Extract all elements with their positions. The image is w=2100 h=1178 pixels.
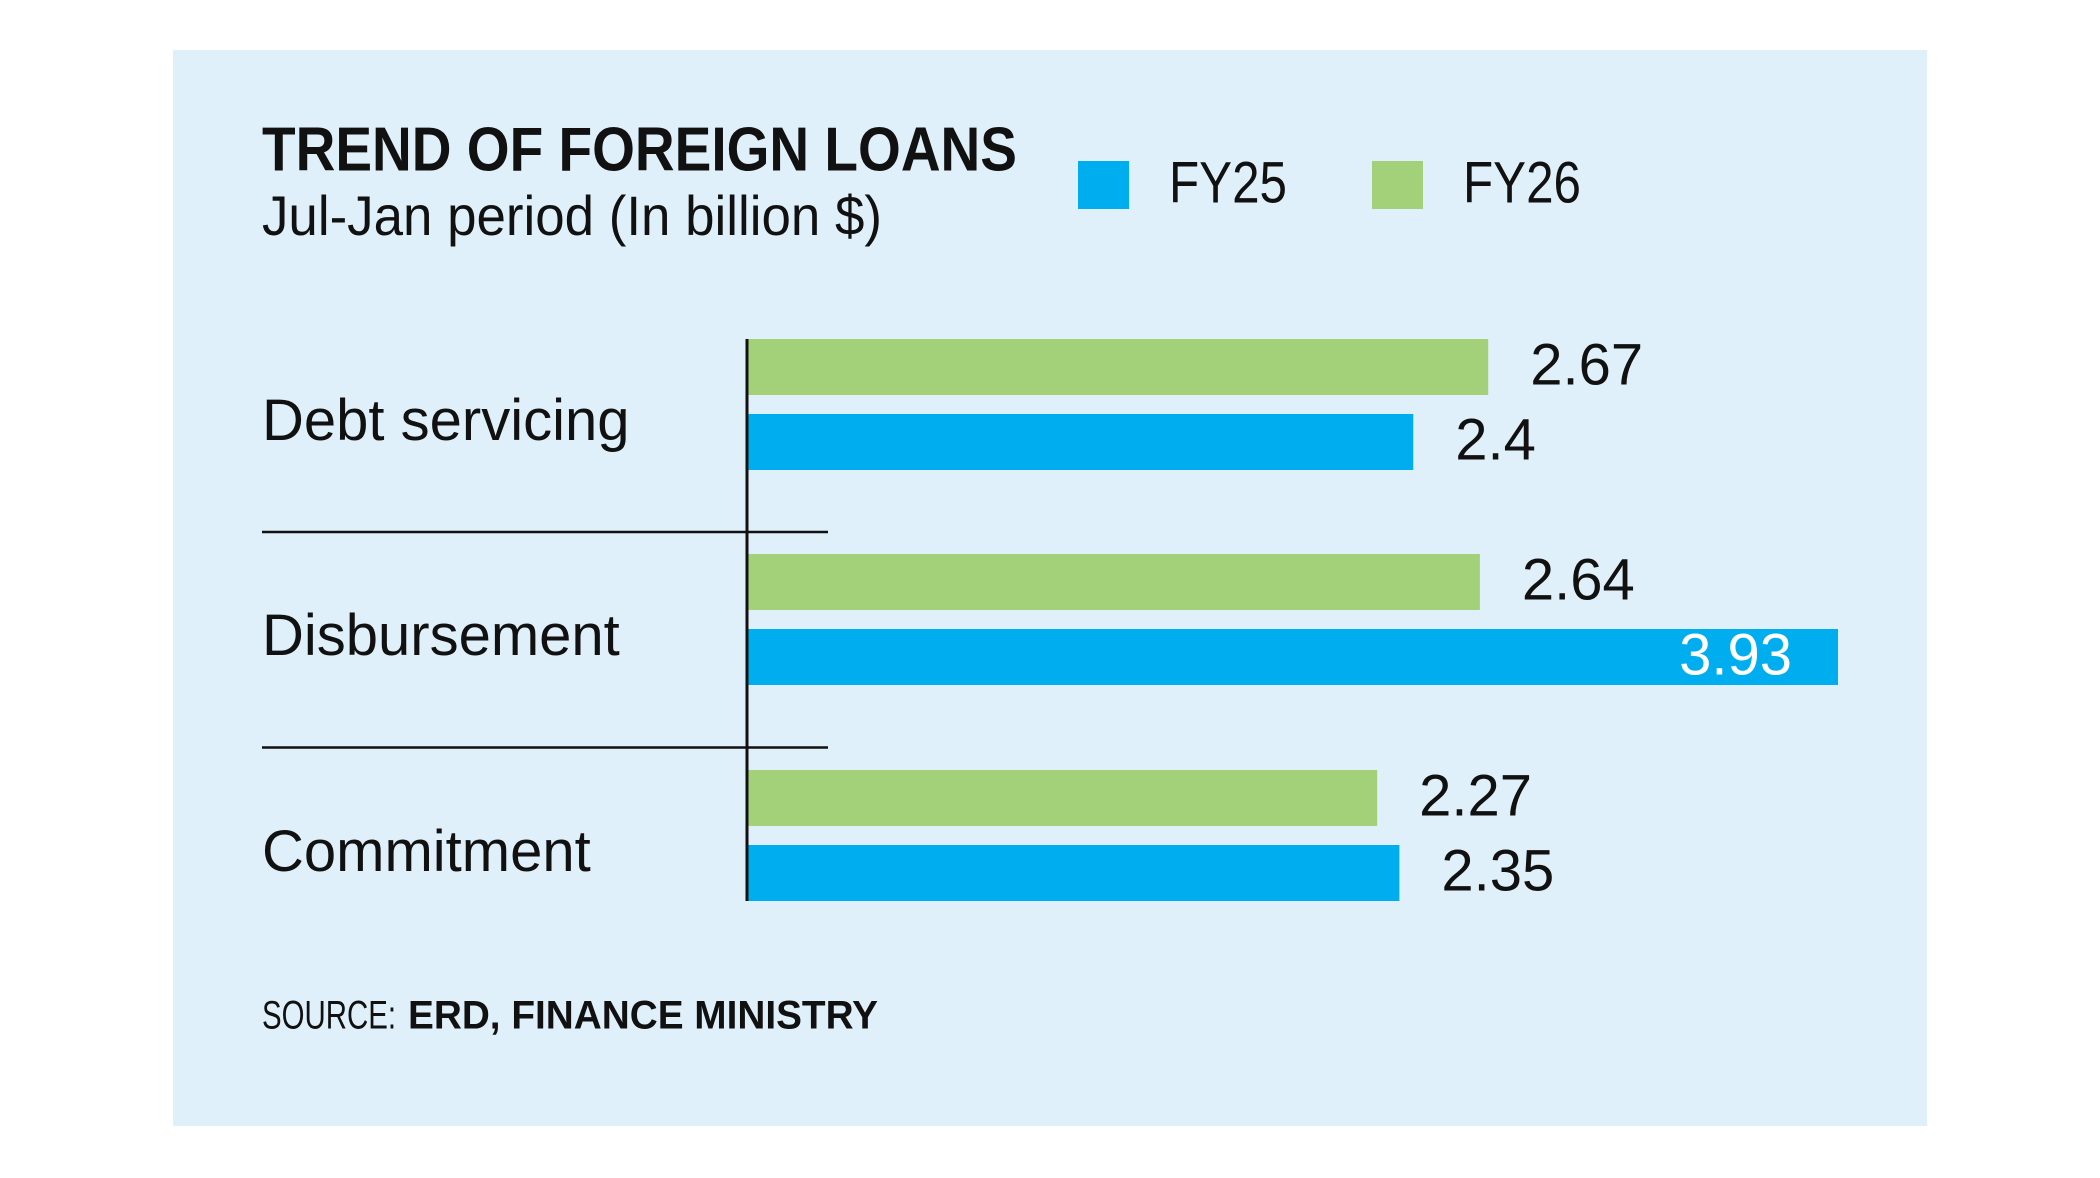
bar xyxy=(747,845,1400,901)
value-label: 2.64 xyxy=(1522,547,1635,612)
legend-label: FY25 xyxy=(1169,150,1287,215)
bar xyxy=(747,339,1489,395)
legend-swatch xyxy=(1078,161,1129,209)
chart-title: TREND OF FOREIGN LOANS xyxy=(262,115,1017,184)
value-label: 3.93 xyxy=(1679,622,1792,687)
category-label: Debt servicing xyxy=(262,388,629,453)
bar xyxy=(747,414,1414,470)
bar xyxy=(747,770,1378,826)
bar xyxy=(747,629,1838,685)
source-label: SOURCE: xyxy=(262,994,396,1038)
legend-label: FY26 xyxy=(1463,150,1581,215)
category-label: Disbursement xyxy=(262,603,620,668)
chart-subtitle: Jul-Jan period (In billion $) xyxy=(262,184,882,247)
value-label: 2.67 xyxy=(1530,332,1643,397)
legend-swatch xyxy=(1372,161,1423,209)
category-label: Commitment xyxy=(262,819,591,884)
value-label: 2.4 xyxy=(1455,407,1536,472)
bar xyxy=(747,554,1480,610)
value-label: 2.35 xyxy=(1441,838,1554,903)
value-label: 2.27 xyxy=(1419,763,1532,828)
source: ERD, FINANCE MINISTRY xyxy=(408,994,878,1038)
